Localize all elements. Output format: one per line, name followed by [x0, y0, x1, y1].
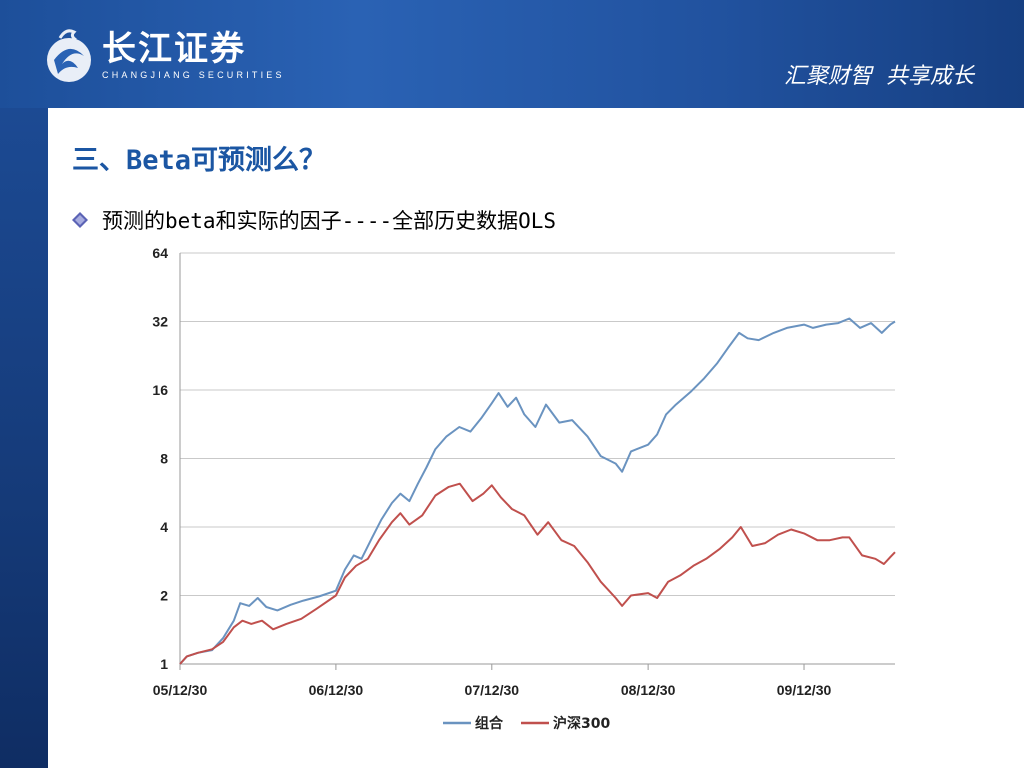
x-tick-label: 05/12/30: [153, 682, 208, 698]
chart-axes: [179, 253, 895, 665]
chart-series-lines: [179, 317, 896, 665]
logo-chinese-text: 长江证券: [102, 29, 246, 69]
x-tick-label: 08/12/30: [621, 682, 676, 698]
legend-label-1: 组合: [475, 715, 504, 732]
series-line-1: [179, 317, 896, 665]
x-tick-label: 06/12/30: [309, 682, 364, 698]
bullet-item: 预测的beta和实际的因子----全部历史数据OLS: [72, 205, 556, 235]
company-logo: 长江证券 CHANGJIANG SECURITIES: [44, 26, 285, 86]
y-tick-label: 64: [152, 245, 168, 261]
chart-legend: 组合 沪深300: [443, 715, 610, 732]
y-tick-label: 4: [160, 519, 168, 535]
logo-english-text: CHANGJIANG SECURITIES: [102, 70, 285, 80]
slogan: 汇聚财智 共享成长: [784, 64, 974, 89]
y-tick-label: 2: [160, 588, 168, 604]
legend-label-2: 沪深300: [553, 715, 610, 732]
y-tick-label: 1: [160, 656, 168, 672]
left-decorative-band: [0, 108, 48, 768]
y-tick-label: 16: [152, 382, 168, 398]
y-tick-label: 32: [152, 314, 168, 330]
header-bar: 长江证券 CHANGJIANG SECURITIES 汇聚财智 共享成长: [0, 0, 1024, 108]
series-line-2: [179, 482, 896, 665]
x-tick-label: 09/12/30: [777, 682, 832, 698]
bullet-text: 预测的beta和实际的因子----全部历史数据OLS: [102, 209, 557, 233]
x-axis-ticks: 05/12/30 06/12/30 07/12/30 08/12/30 09/12/30: [153, 664, 832, 698]
diamond-bullet-icon: [72, 212, 88, 228]
y-tick-label: 8: [160, 451, 168, 467]
x-tick-label: 07/12/30: [465, 682, 520, 698]
dragon-logo-icon: [47, 29, 91, 82]
y-axis-ticks: 1 2 4 8 16 32 64: [152, 245, 168, 672]
line-chart: 1 2 4 8 16 32 64 05/12/30 06/12/30 07/12/30 08/12…: [152, 245, 896, 732]
slide-title: 三、Beta可预测么？: [72, 145, 327, 176]
chart-gridlines: [180, 252, 895, 596]
